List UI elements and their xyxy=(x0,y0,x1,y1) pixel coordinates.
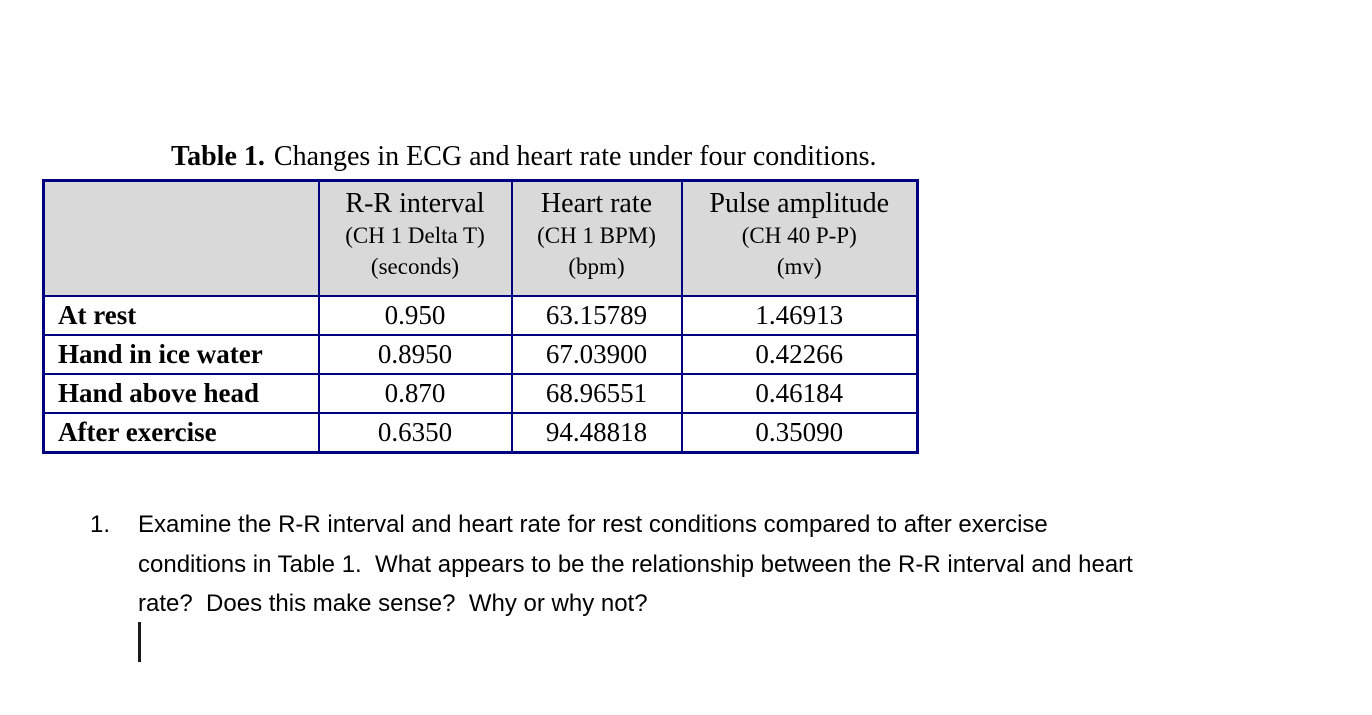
column-channel: (CH 1 Delta T) xyxy=(345,223,485,248)
column-title: Heart rate xyxy=(540,188,653,219)
column-title: R-R interval xyxy=(345,188,485,219)
question-line[interactable]: conditions in Table 1. What appears to b… xyxy=(138,550,1133,578)
table-caption[interactable]: Table 1. Changes in ECG and heart rate un… xyxy=(143,106,877,208)
table-row-after-exercise: After exercise 0.6350 94.48818 0.35090 xyxy=(42,412,919,454)
question-number[interactable]: 1. xyxy=(90,511,111,538)
ecg-data-table: R-R interval (CH 1 Delta T) (seconds) He… xyxy=(42,179,919,454)
header-row: R-R interval (CH 1 Delta T) (seconds) He… xyxy=(42,179,919,297)
table-row-ice-water: Hand in ice water 0.8950 67.03900 0.4226… xyxy=(42,334,919,375)
rr-interval-value[interactable]: 0.8950 xyxy=(317,334,513,375)
rr-interval-value[interactable]: 0.6350 xyxy=(317,412,513,454)
table-row-hand-above-head: Hand above head 0.870 68.96551 0.46184 xyxy=(42,373,919,414)
rr-interval-value[interactable]: 0.950 xyxy=(317,295,513,336)
table-row-at-rest: At rest 0.950 63.15789 1.46913 xyxy=(42,295,919,336)
row-label[interactable]: At rest xyxy=(42,295,320,336)
pulse-amplitude-value[interactable]: 0.42266 xyxy=(680,334,919,375)
pulse-amplitude-value[interactable]: 0.46184 xyxy=(680,373,919,414)
pulse-amplitude-value[interactable]: 0.35090 xyxy=(680,412,919,454)
question-1[interactable]: 1. Examine the R-R interval and heart ra… xyxy=(90,505,1133,624)
question-text[interactable]: Examine the R-R interval and heart rate … xyxy=(138,505,1133,624)
heart-rate-value[interactable]: 68.96551 xyxy=(510,373,683,414)
row-label[interactable]: Hand in ice water xyxy=(42,334,320,375)
table-caption-text[interactable]: Changes in ECG and heart rate under four… xyxy=(273,141,877,172)
heart-rate-value[interactable]: 67.03900 xyxy=(510,334,683,375)
column-unit: (seconds) xyxy=(370,254,460,279)
column-header-heart-rate[interactable]: Heart rate (CH 1 BPM) (bpm) xyxy=(510,179,683,297)
column-unit: (bpm) xyxy=(568,254,625,279)
heart-rate-value[interactable]: 63.15789 xyxy=(510,295,683,336)
text-cursor xyxy=(138,622,141,662)
question-line[interactable]: rate? Does this make sense? Why or why n… xyxy=(138,590,648,617)
corner-header-cell[interactable] xyxy=(42,179,320,297)
question-line[interactable]: Examine the R-R interval and heart rate … xyxy=(138,511,1048,538)
rr-interval-value[interactable]: 0.870 xyxy=(317,373,513,414)
column-title: Pulse amplitude xyxy=(709,188,890,219)
row-label[interactable]: Hand above head xyxy=(42,373,320,414)
column-header-pulse-amplitude[interactable]: Pulse amplitude (CH 40 P-P) (mv) xyxy=(680,179,919,297)
column-channel: (CH 1 BPM) xyxy=(537,223,656,248)
row-label[interactable]: After exercise xyxy=(42,412,320,454)
table-caption-label[interactable]: Table 1. xyxy=(171,141,265,172)
column-header-rr-interval[interactable]: R-R interval (CH 1 Delta T) (seconds) xyxy=(317,179,513,297)
pulse-amplitude-value[interactable]: 1.46913 xyxy=(680,295,919,336)
column-channel: (CH 40 P-P) xyxy=(741,223,857,248)
heart-rate-value[interactable]: 94.48818 xyxy=(510,412,683,454)
column-unit: (mv) xyxy=(776,254,822,279)
